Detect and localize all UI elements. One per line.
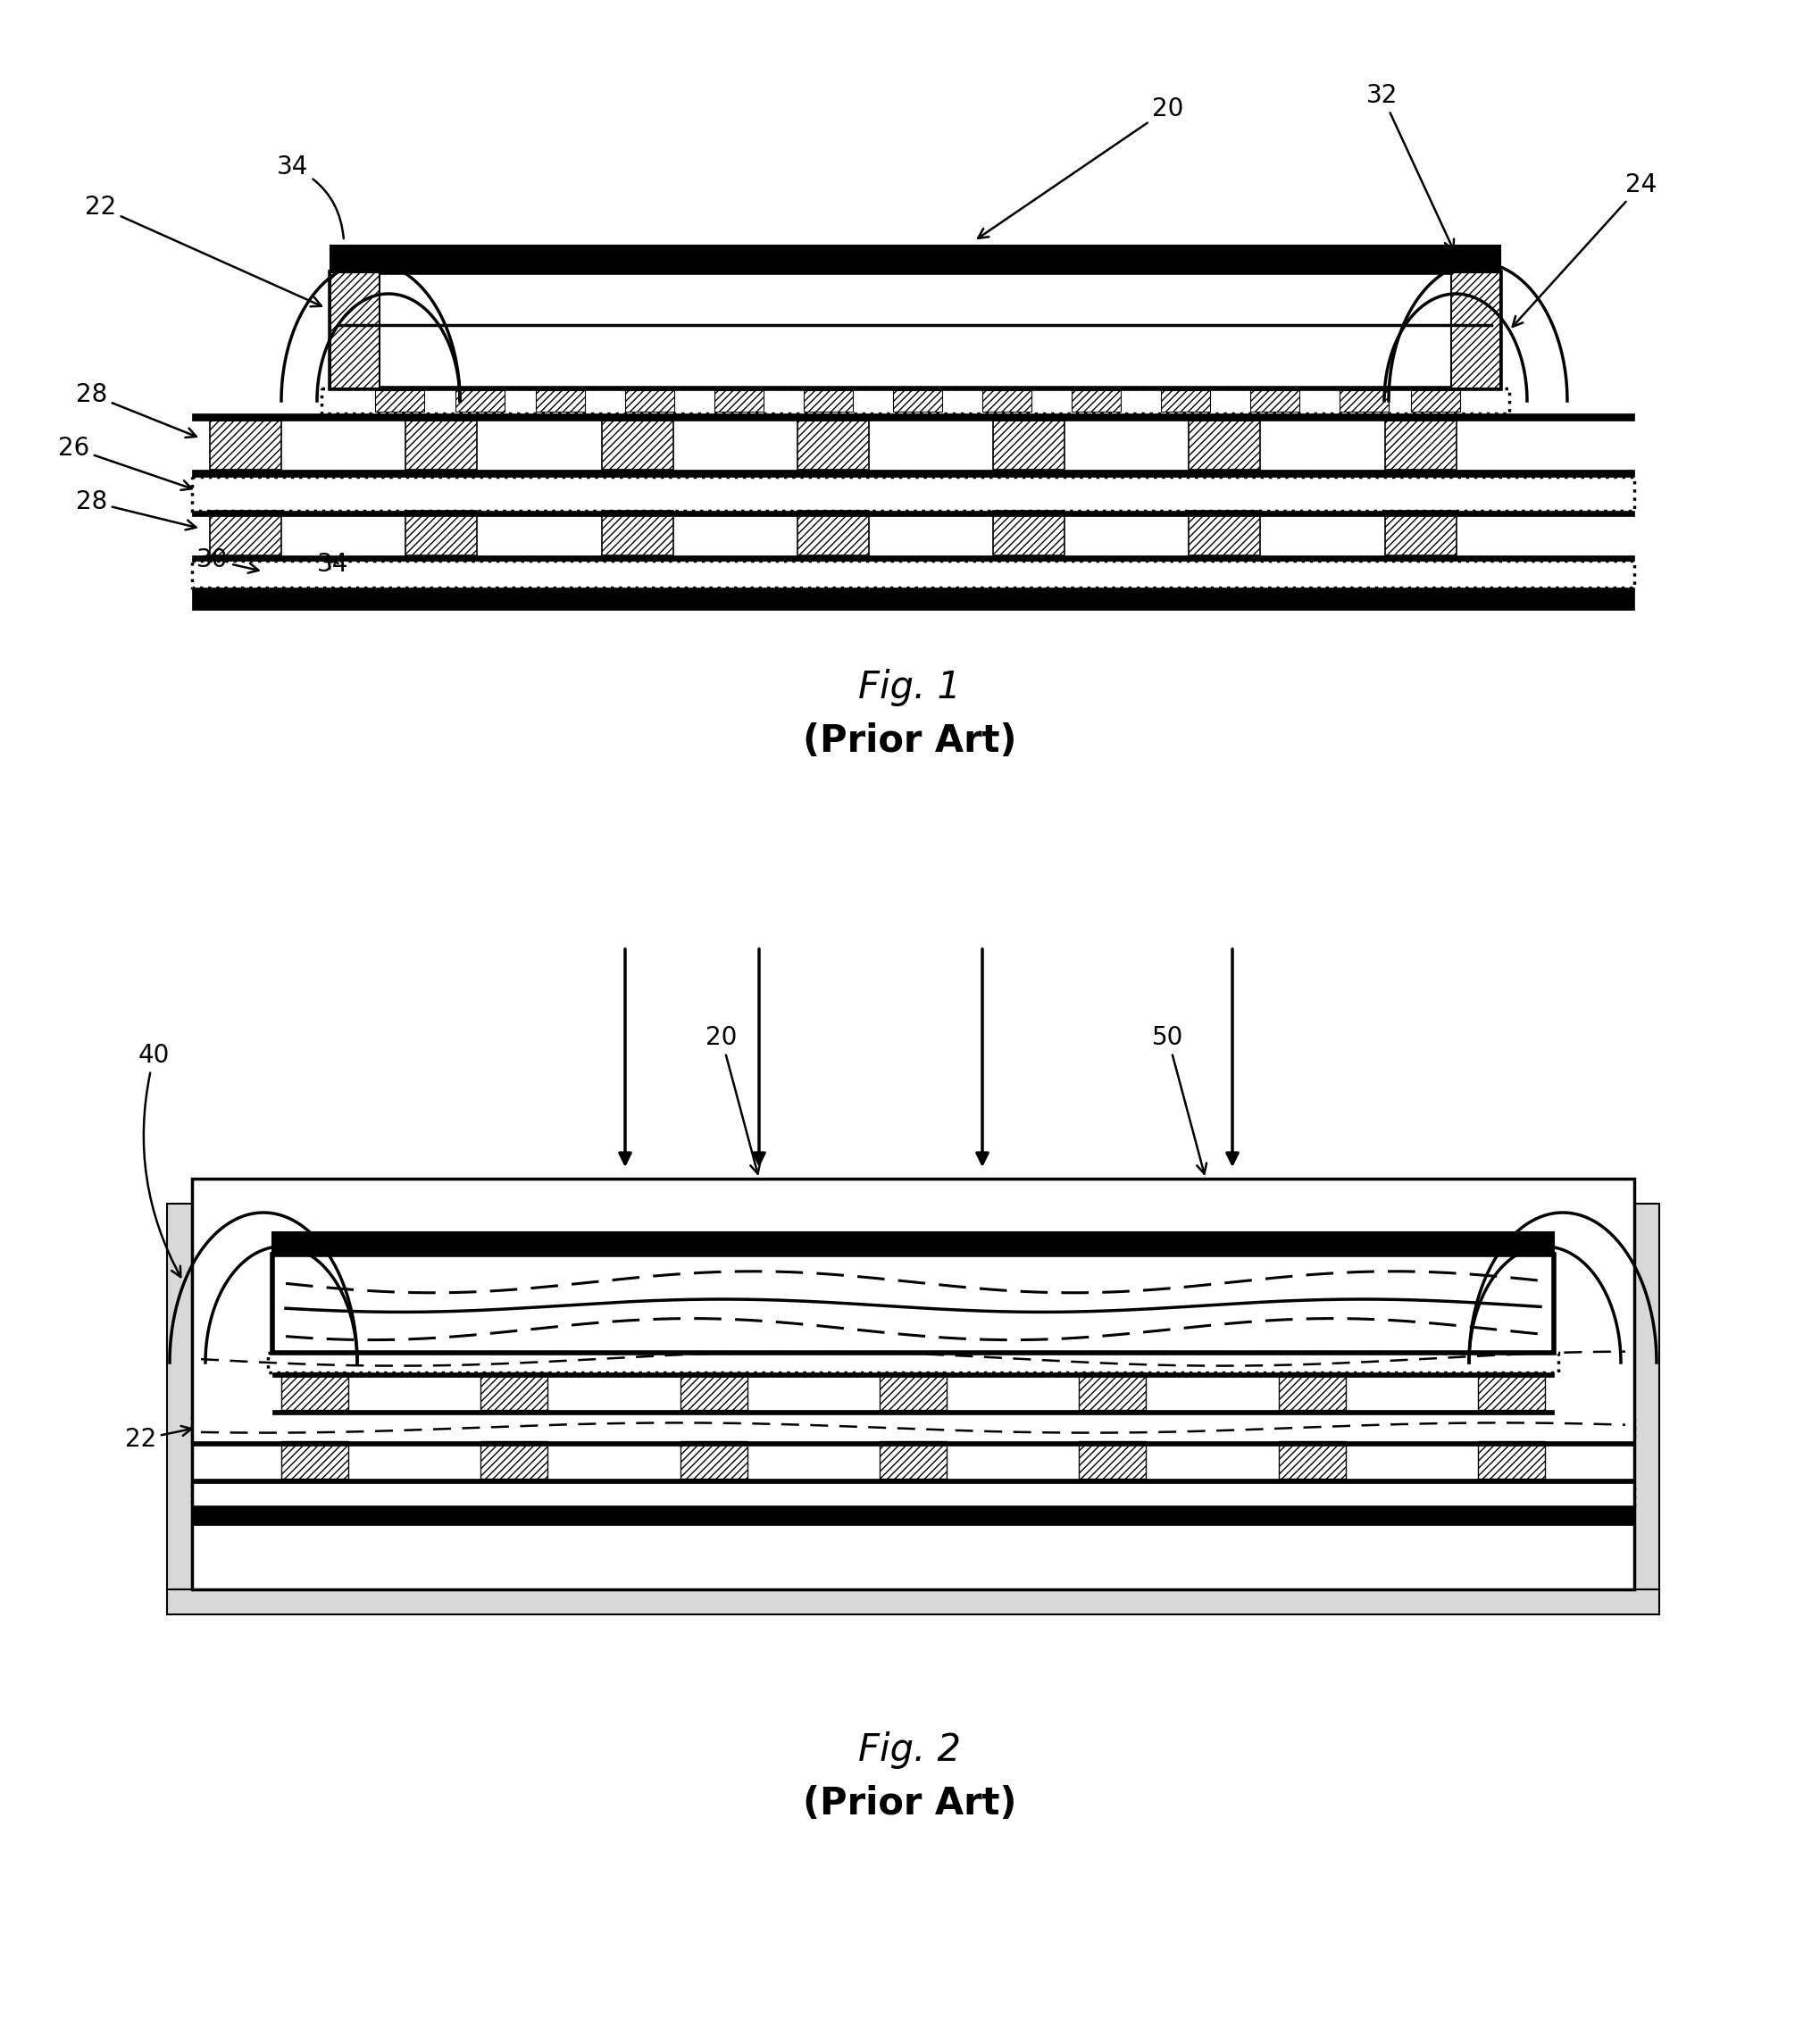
Bar [1340, 389, 1389, 412]
Bar [1451, 272, 1500, 387]
Bar [894, 389, 943, 412]
Text: 40: 40 [138, 1043, 180, 1277]
Text: 22: 22 [86, 194, 322, 307]
Bar [681, 1372, 748, 1411]
Bar [1278, 1441, 1345, 1479]
Text: 28: 28 [76, 488, 197, 531]
Bar [191, 555, 1634, 561]
Text: 50: 50 [1152, 1025, 1207, 1174]
Bar [331, 272, 1500, 387]
Text: 20: 20 [977, 97, 1183, 238]
Bar [1079, 1441, 1147, 1479]
Bar [1634, 1203, 1660, 1590]
Bar [191, 1505, 1634, 1526]
Bar [480, 1372, 548, 1411]
Bar [273, 1411, 1554, 1415]
Bar [715, 389, 764, 412]
Bar [167, 1203, 191, 1590]
Bar [268, 1352, 1558, 1372]
Bar [1478, 1372, 1545, 1411]
Bar [879, 1441, 946, 1479]
Bar [191, 1415, 1634, 1441]
Bar [455, 389, 504, 412]
Bar [191, 1479, 1634, 1483]
Bar [191, 561, 1634, 587]
Bar [879, 1372, 946, 1411]
Text: 30: 30 [197, 547, 258, 573]
Bar [681, 1441, 748, 1479]
Bar [209, 511, 282, 555]
Bar [406, 420, 477, 470]
Text: Fig. 1: Fig. 1 [859, 668, 961, 706]
Bar [191, 587, 1634, 609]
Bar [331, 246, 1500, 272]
Bar [1410, 389, 1460, 412]
Bar [273, 1233, 1554, 1255]
Text: 26: 26 [58, 436, 191, 490]
Bar [191, 476, 1634, 511]
Bar [1072, 389, 1121, 412]
Bar [1278, 1372, 1345, 1411]
Text: (Prior Art): (Prior Art) [803, 722, 1017, 761]
Bar [191, 1483, 1634, 1505]
Bar [797, 420, 868, 470]
Bar [1250, 389, 1299, 412]
Bar [375, 389, 424, 412]
Bar [167, 1590, 1660, 1614]
Bar [1385, 511, 1456, 555]
Bar [322, 387, 1509, 414]
Bar [624, 389, 673, 412]
Text: 22: 22 [126, 1427, 191, 1451]
Bar [602, 511, 673, 555]
Text: (Prior Art): (Prior Art) [803, 1786, 1017, 1822]
Text: 34: 34 [317, 551, 349, 577]
Bar [535, 389, 584, 412]
Bar [994, 420, 1065, 470]
Bar [1161, 389, 1210, 412]
Text: 28: 28 [76, 381, 197, 438]
Text: 34: 34 [277, 155, 344, 238]
Bar [191, 414, 1634, 420]
Bar [602, 420, 673, 470]
Text: Fig. 2: Fig. 2 [859, 1731, 961, 1770]
Bar [1188, 420, 1261, 470]
Bar [994, 511, 1065, 555]
Bar [1079, 1372, 1147, 1411]
Bar [983, 389, 1032, 412]
Bar [209, 420, 282, 470]
Bar [273, 1372, 1554, 1376]
Bar [191, 511, 1634, 517]
Text: 24: 24 [1512, 172, 1656, 327]
Text: 32: 32 [1367, 83, 1454, 250]
Bar [282, 1372, 348, 1411]
Bar [331, 272, 380, 387]
Bar [797, 511, 868, 555]
Bar [191, 1441, 1634, 1445]
Bar [282, 1441, 348, 1479]
Bar [480, 1441, 548, 1479]
Bar [406, 511, 477, 555]
Text: 20: 20 [706, 1025, 761, 1174]
Bar [191, 1179, 1634, 1590]
Bar [1188, 511, 1261, 555]
Bar [191, 470, 1634, 476]
Bar [1385, 420, 1456, 470]
Bar [1478, 1441, 1545, 1479]
Bar [804, 389, 854, 412]
Bar [273, 1255, 1554, 1352]
